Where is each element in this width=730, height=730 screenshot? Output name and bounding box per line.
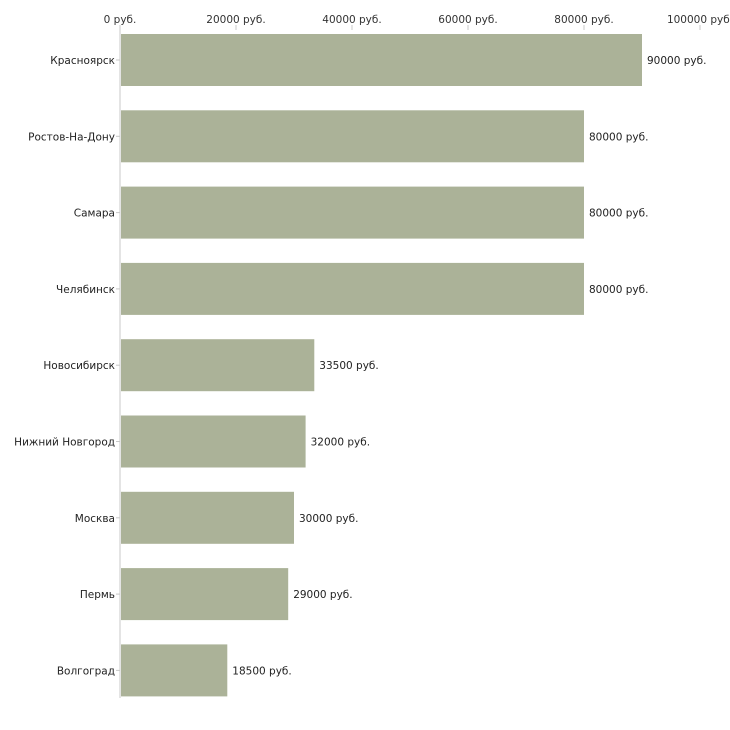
category-label: Ростов-На-Дону — [28, 131, 115, 143]
bar — [121, 186, 584, 239]
bar — [121, 568, 289, 621]
category-labels: Красноярск Ростов-На-Дону Самара Челябинск Н… — [14, 55, 120, 677]
value-labels: 90000 руб. 80000 руб. 80000 руб. 80000 руб.… — [232, 55, 706, 677]
category-label: Челябинск — [56, 284, 115, 296]
category-label: Новосибирск — [43, 360, 115, 372]
x-axis-ticks: 0 руб. 20000 руб. 40000 руб. 60000 руб. 8000… — [104, 14, 730, 30]
category-label: Пермь — [80, 589, 115, 601]
value-label: 80000 руб. — [589, 284, 648, 296]
x-tick-label: 20000 руб. — [206, 14, 265, 26]
category-label: Нижний Новгород — [14, 437, 115, 449]
value-label: 30000 руб. — [299, 513, 358, 525]
bar — [121, 491, 294, 544]
bar — [121, 110, 584, 163]
category-label: Москва — [75, 513, 115, 525]
category-label: Волгоград — [57, 665, 115, 677]
value-label: 18500 руб. — [232, 665, 291, 677]
value-label: 33500 руб. — [319, 360, 378, 372]
value-label: 80000 руб. — [589, 208, 648, 220]
value-label: 80000 руб. — [589, 131, 648, 143]
x-tick-label: 40000 руб. — [322, 14, 381, 26]
value-label: 90000 руб. — [647, 55, 706, 67]
bar — [121, 415, 306, 468]
value-label: 29000 руб. — [293, 589, 352, 601]
x-tick-label: 80000 руб. — [554, 14, 613, 26]
category-label: Красноярск — [50, 55, 115, 67]
x-tick-label: 0 руб. — [104, 14, 137, 26]
bar — [121, 34, 642, 86]
value-label: 32000 руб. — [311, 437, 370, 449]
bars — [121, 34, 642, 697]
bar — [121, 644, 228, 697]
bar — [121, 339, 315, 392]
bar — [121, 262, 584, 315]
x-tick-label: 100000 руб. — [667, 14, 730, 26]
x-tick-label: 60000 руб. — [438, 14, 497, 26]
category-label: Самара — [74, 208, 115, 220]
